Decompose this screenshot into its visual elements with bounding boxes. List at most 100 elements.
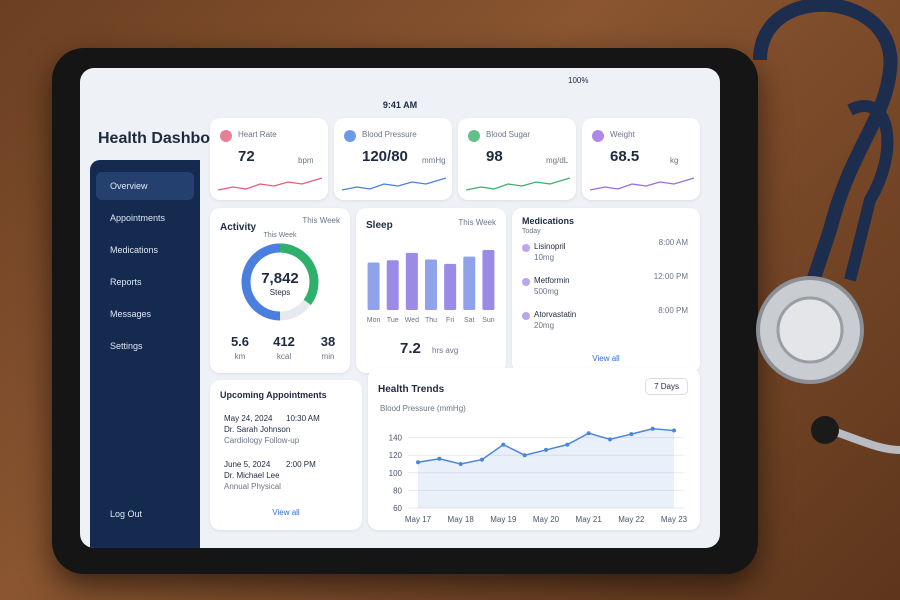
appt-time: 10:30 AM [286,414,320,423]
sleep-chart: Mon Tue Wed Thu Fri Sat Sun [367,250,495,324]
steps-value: 7,842 [261,270,299,287]
trend-point [480,457,484,462]
x-tick-label: May 19 [490,515,517,524]
med-dose: 500mg [534,287,559,296]
metric-unit: mg/dL [546,156,569,165]
medications-subtitle: Today [522,228,541,235]
activity-card: Activity This Week This Week 7,842 Steps… [210,208,350,373]
sleep-day-label: Thu [425,317,437,324]
sparkline [590,177,694,191]
nav-item[interactable]: Settings [110,341,143,351]
med-time: 8:00 AM [658,238,688,247]
page-title: Health Dashboard [98,130,235,147]
medications-view-all[interactable]: View all [592,354,620,363]
med-icon [522,312,530,320]
logout-button[interactable]: Log Out [110,509,143,519]
x-tick-label: May 17 [405,515,432,524]
sparkline [466,177,570,191]
trends-chart: 60 80 100 120 140 May 17 May 18 May 19 May 20 May… [389,426,688,524]
metric-label: Blood Pressure [362,130,417,139]
stat-value: 38 [320,334,336,349]
trend-point [544,447,548,452]
med-icon [522,244,530,252]
sparkline [218,177,322,191]
metric-icon [220,130,232,142]
sleep-day-label: Mon [367,317,381,324]
nav-item[interactable]: Medications [110,245,159,255]
activity-ring [241,243,319,321]
trend-point [565,442,570,447]
appointments-title: Upcoming Appointments [220,390,327,400]
stat-unit: kcal [276,352,292,361]
appt-date: May 24, 2024 [224,414,273,423]
stat-value: 412 [273,334,295,349]
activity-title: Activity [220,222,257,233]
sleep-bar [367,262,380,310]
metric-label: Heart Rate [238,130,277,139]
metric-unit: kg [670,156,679,165]
trends-title: Health Trends [378,384,445,395]
nav-item[interactable]: Appointments [110,213,166,223]
metric-value: 120/80 [362,148,408,165]
nav-item[interactable]: Overview [96,172,194,200]
sidebar: Overview Appointments Medications Reports Me… [90,160,200,548]
sleep-bar [425,259,437,310]
sleep-day-label: Tue [387,317,399,324]
trend-point [608,437,612,442]
sleep-bar [463,256,476,310]
trend-area [418,428,674,508]
metric-card: Blood Pressure 120/80 mmHg [334,118,452,200]
y-tick-label: 80 [393,486,402,495]
y-tick-label: 60 [393,504,402,513]
medications-title: Medications [522,216,575,226]
med-time: 8:00 PM [658,306,688,315]
sleep-title: Sleep [366,220,393,231]
trends-chart-title: Blood Pressure (mmHg) [380,404,466,413]
sleep-period: This Week [458,218,496,227]
metric-unit: bpm [298,156,314,165]
appointments-view-all[interactable]: View all [272,508,300,517]
sleep-bar [405,252,418,310]
x-tick-label: May 18 [448,515,475,524]
appt-time: 2:00 PM [286,460,316,469]
trend-point [501,442,506,447]
appt-doctor: Dr. Sarah Johnson [224,425,291,434]
stethoscope [753,0,900,454]
metric-label: Weight [610,130,635,139]
y-tick-label: 140 [389,434,403,443]
trend-point [522,453,527,458]
sleep-bar [444,263,457,310]
sleep-bar [482,250,495,310]
activity-period: This Week [302,216,340,225]
appt-type: Cardiology Follow-up [224,436,300,445]
nav-item[interactable]: Messages [110,309,152,319]
range-select[interactable]: 7 Days [645,378,688,395]
sleep-average-unit: hrs avg [432,346,459,355]
med-icon [522,278,530,286]
metric-card: Blood Sugar 98 mg/dL [458,118,576,200]
med-time: 12:00 PM [653,272,688,281]
x-tick-label: May 21 [576,515,603,524]
metric-value: 68.5 [610,148,640,165]
medications-card: Medications Today View all Lisinopril 10m… [512,208,700,373]
sparkline-path [590,177,694,191]
trend-point [672,428,676,433]
metric-icon [344,130,356,142]
appointments-card: Upcoming Appointments View all May 24, 2… [210,380,362,530]
metric-unit: mmHg [422,156,446,165]
nav-item[interactable]: Reports [110,277,142,287]
sparkline-path [342,177,446,191]
med-dose: 20mg [534,321,555,330]
x-tick-label: May 23 [661,515,688,524]
sleep-day-label: Sat [464,317,475,324]
y-tick-label: 100 [389,469,403,478]
nav-list: Overview Appointments Medications Reports Me… [90,172,200,360]
ring-period: This Week [263,232,297,239]
metric-value: 98 [486,148,503,165]
appt-date: June 5, 2024 [224,460,271,469]
metric-icon [468,130,480,142]
screen: 9:41 AM 100% Health Dashboard Overview Ap… [80,68,720,548]
trend-point [629,432,634,437]
trend-point [650,426,655,431]
